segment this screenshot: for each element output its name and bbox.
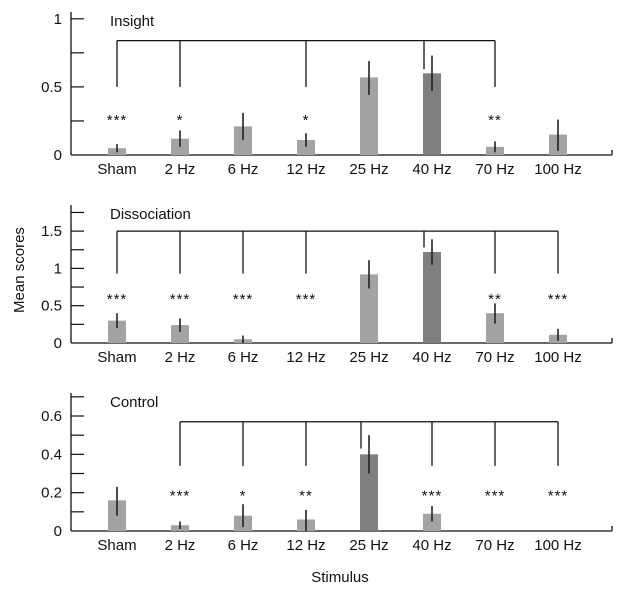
significance-marker: ** — [488, 112, 502, 129]
significance-marker: *** — [233, 291, 254, 308]
significance-marker: *** — [548, 488, 569, 505]
bar-25hz — [360, 274, 378, 343]
significance-marker: * — [240, 488, 247, 505]
bar-25hz — [360, 454, 378, 531]
x-tick-label: 25 Hz — [349, 349, 388, 366]
x-tick-label: 12 Hz — [286, 537, 325, 554]
panel-title: Dissociation — [110, 206, 191, 223]
x-tick-label: 70 Hz — [475, 537, 514, 554]
significance-marker: *** — [296, 291, 317, 308]
panel-title: Insight — [110, 13, 155, 30]
significance-marker: *** — [170, 488, 191, 505]
x-tick-label: 70 Hz — [475, 161, 514, 178]
bar-2hz — [171, 138, 189, 155]
significance-marker: *** — [485, 488, 506, 505]
x-tick-label: Sham — [97, 349, 136, 366]
x-tick-label: 2 Hz — [165, 349, 196, 366]
x-tick-label: 100 Hz — [534, 349, 582, 366]
significance-marker: *** — [548, 291, 569, 308]
y-tick-label: 1 — [54, 11, 62, 28]
y-tick-label: 0.2 — [41, 485, 62, 502]
y-tick-label: 0.5 — [41, 79, 62, 96]
y-axis-label: Mean scores — [11, 227, 28, 313]
bar-40hz — [423, 73, 441, 155]
significance-marker: * — [303, 112, 310, 129]
x-tick-label: 40 Hz — [412, 537, 451, 554]
y-tick-label: 0 — [54, 523, 62, 540]
bar-40hz — [423, 251, 441, 343]
panel-dissociation: 0 0.5 1 1.5 Dissociation Sham *** 2 Hz *** 6 Hz **… — [41, 205, 613, 366]
y-tick-label: 1.5 — [41, 223, 62, 240]
x-tick-label: 70 Hz — [475, 349, 514, 366]
y-tick-label: 1 — [54, 260, 62, 277]
x-tick-label: 25 Hz — [349, 161, 388, 178]
panel-title: Control — [110, 394, 158, 411]
x-tick-label: 100 Hz — [534, 161, 582, 178]
significance-marker: * — [177, 112, 184, 129]
significance-marker: ** — [299, 488, 313, 505]
bar-6hz — [234, 126, 252, 155]
y-tick-label: 0 — [54, 147, 62, 164]
x-tick-label: 40 Hz — [412, 161, 451, 178]
bar-25hz — [360, 77, 378, 155]
bar-2hz — [171, 325, 189, 343]
x-tick-label: 2 Hz — [165, 537, 196, 554]
x-tick-label: Sham — [97, 537, 136, 554]
y-tick-label: 0.5 — [41, 298, 62, 315]
x-tick-label: 25 Hz — [349, 537, 388, 554]
panel-control: 0 0.2 0.4 0.6 Control Sham 2 Hz *** 6 Hz * 12 Hz **… — [41, 393, 613, 554]
y-tick-label: 0 — [54, 335, 62, 352]
x-tick-label: 6 Hz — [228, 349, 259, 366]
x-tick-label: 100 Hz — [534, 537, 582, 554]
x-tick-label: 12 Hz — [286, 349, 325, 366]
x-axis-label: Stimulus — [311, 569, 369, 586]
bar-12hz — [297, 140, 315, 155]
significance-marker: *** — [422, 488, 443, 505]
y-tick-label: 0.4 — [41, 446, 62, 463]
x-tick-label: 2 Hz — [165, 161, 196, 178]
bar-70hz — [486, 313, 504, 343]
significance-marker: ** — [488, 291, 502, 308]
x-tick-label: 6 Hz — [228, 537, 259, 554]
y-tick-label: 0.6 — [41, 408, 62, 425]
significance-marker: *** — [107, 291, 128, 308]
x-tick-label: 12 Hz — [286, 161, 325, 178]
bar-40hz — [423, 513, 441, 531]
significance-marker: *** — [107, 112, 128, 129]
x-tick-label: Sham — [97, 161, 136, 178]
x-tick-label: 40 Hz — [412, 349, 451, 366]
bar-sham — [108, 320, 126, 343]
significance-marker: *** — [170, 291, 191, 308]
panel-insight: 0 0.5 1 Insight Sham *** 2 Hz * 6 Hz 12 Hz * 25 Hz 4… — [41, 11, 613, 178]
x-tick-label: 6 Hz — [228, 161, 259, 178]
